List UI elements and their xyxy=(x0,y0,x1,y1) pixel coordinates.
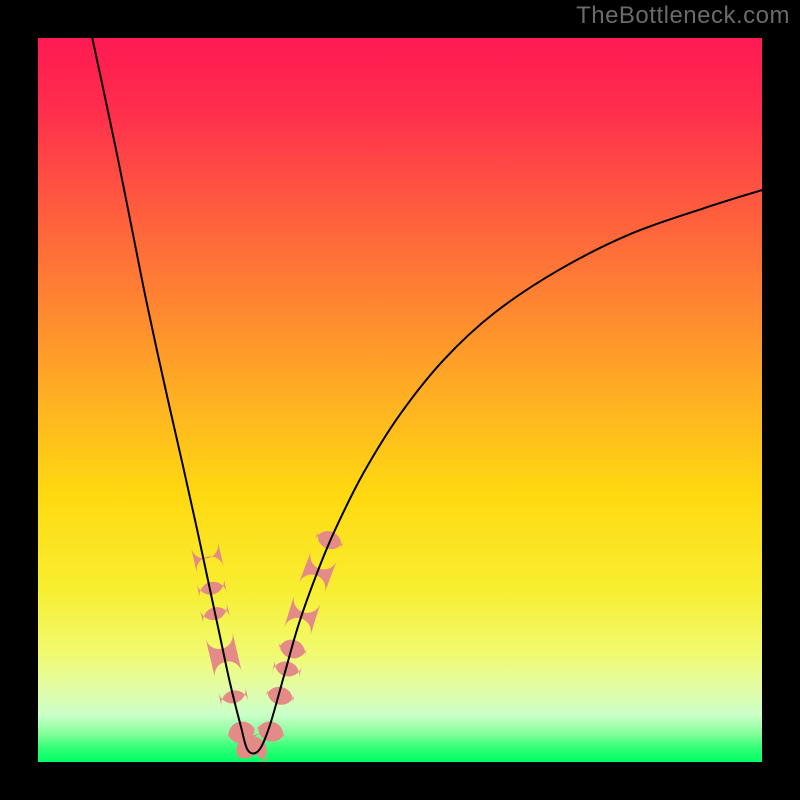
curve-layer xyxy=(38,38,762,762)
outer-frame: TheBottleneck.com xyxy=(0,0,800,800)
bottleneck-curve xyxy=(92,38,762,753)
data-marker xyxy=(191,542,224,573)
watermark-text: TheBottleneck.com xyxy=(576,2,790,30)
plot-area xyxy=(38,38,762,762)
